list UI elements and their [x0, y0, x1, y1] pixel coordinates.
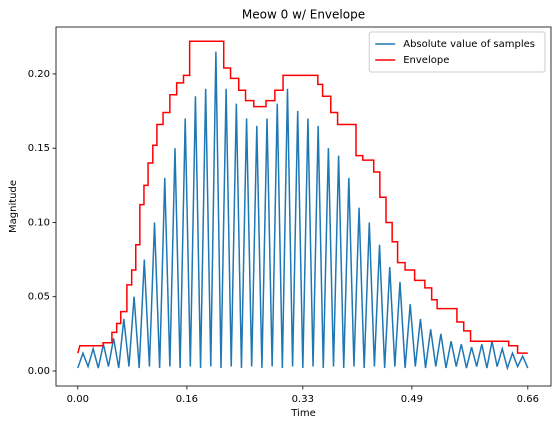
y-tick-label: 0.00 — [28, 366, 50, 377]
y-tick-label: 0.05 — [28, 292, 50, 303]
legend-box — [368, 31, 546, 73]
legend: Absolute value of samples Envelope — [368, 31, 546, 73]
y-tick-label: 0.15 — [28, 143, 50, 154]
x-tick-label: 0.33 — [292, 394, 314, 405]
y-axis-label: Magnitude — [8, 180, 19, 233]
plot-frame — [55, 26, 552, 387]
x-tick-label: 0.16 — [176, 394, 198, 405]
series-line — [77, 51, 529, 371]
x-tick-label: 0.66 — [517, 394, 539, 405]
x-tick-label: 0.00 — [67, 394, 89, 405]
y-tick-label: 0.20 — [28, 69, 50, 80]
legend-label: Envelope — [403, 55, 449, 66]
chart-title: Meow 0 w/ Envelope — [242, 8, 365, 22]
y-tick-label: 0.10 — [28, 217, 50, 228]
legend-label: Absolute value of samples — [403, 39, 535, 50]
series-line — [77, 40, 528, 354]
x-axis-label: Time — [290, 408, 315, 419]
x-tick-label: 0.49 — [401, 394, 423, 405]
